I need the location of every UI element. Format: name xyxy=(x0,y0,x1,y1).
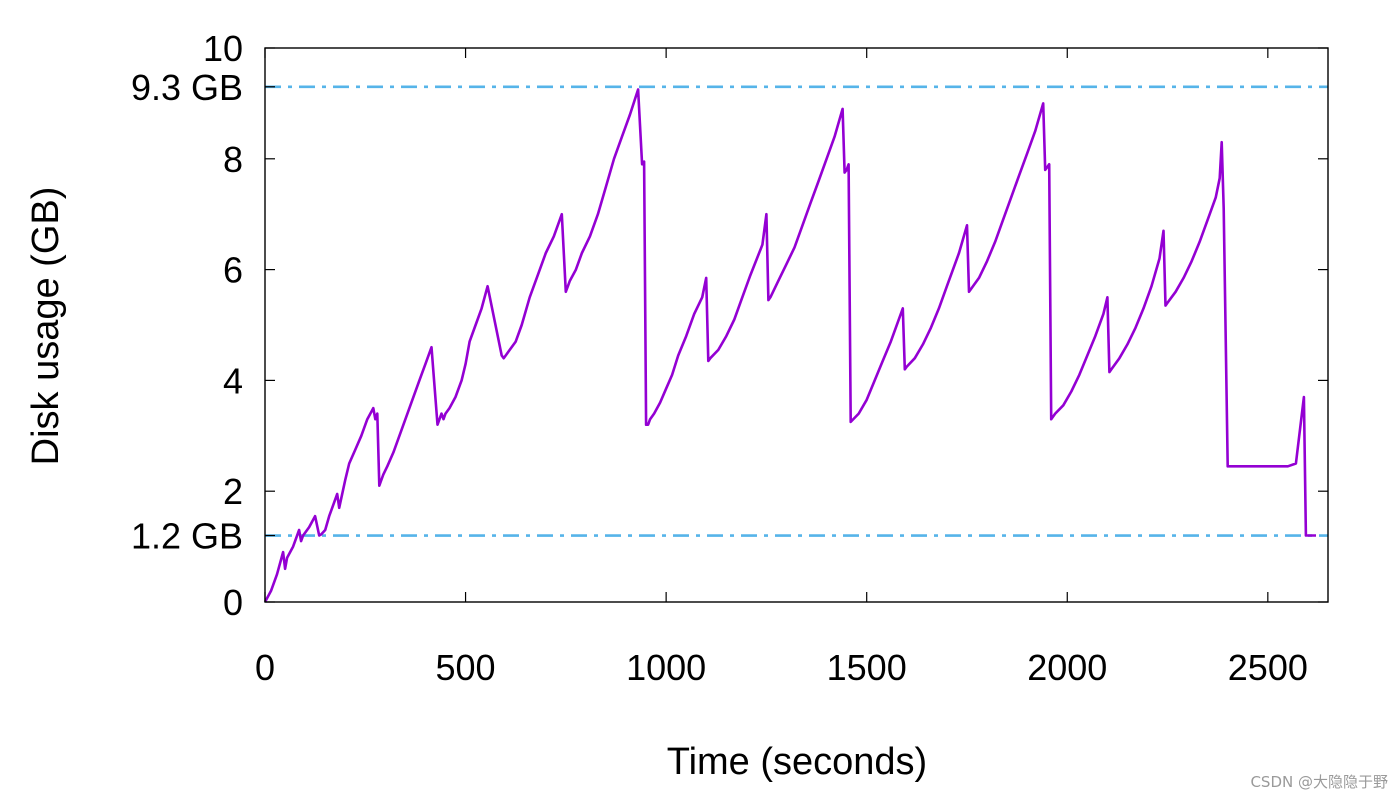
x-tick-label: 0 xyxy=(255,647,275,688)
y-tick-label: 8 xyxy=(223,139,243,180)
reference-line-label: 9.3 GB xyxy=(131,67,243,108)
plot-frame xyxy=(264,47,1329,603)
reference-line-label: 1.2 GB xyxy=(131,516,243,557)
x-tick-label: 2000 xyxy=(1027,647,1107,688)
series-layer xyxy=(263,88,1316,603)
watermark-text: CSDN @大隐隐于野 xyxy=(1250,773,1388,791)
y-axis-title: Disk usage (GB) xyxy=(25,187,67,466)
disk-usage-line xyxy=(263,88,1316,603)
reference-lines xyxy=(265,85,1328,537)
y-axis-ticks: 0 2 4 6 8 10 xyxy=(203,28,1328,623)
y-tick-label: 10 xyxy=(203,28,243,69)
y-tick-label: 0 xyxy=(223,582,243,623)
x-axis-ticks: 0 500 1000 1500 2000 2500 xyxy=(255,48,1308,688)
x-tick-label: 500 xyxy=(436,647,496,688)
y-tick-label: 6 xyxy=(223,250,243,291)
x-tick-label: 1000 xyxy=(626,647,706,688)
reference-line-labels: 9.3 GB 1.2 GB xyxy=(131,67,275,557)
x-tick-label: 2500 xyxy=(1228,647,1308,688)
y-tick-label: 4 xyxy=(223,360,243,401)
x-axis-title: Time (seconds) xyxy=(667,741,927,783)
x-tick-label: 1500 xyxy=(827,647,907,688)
y-tick-label: 2 xyxy=(223,471,243,512)
